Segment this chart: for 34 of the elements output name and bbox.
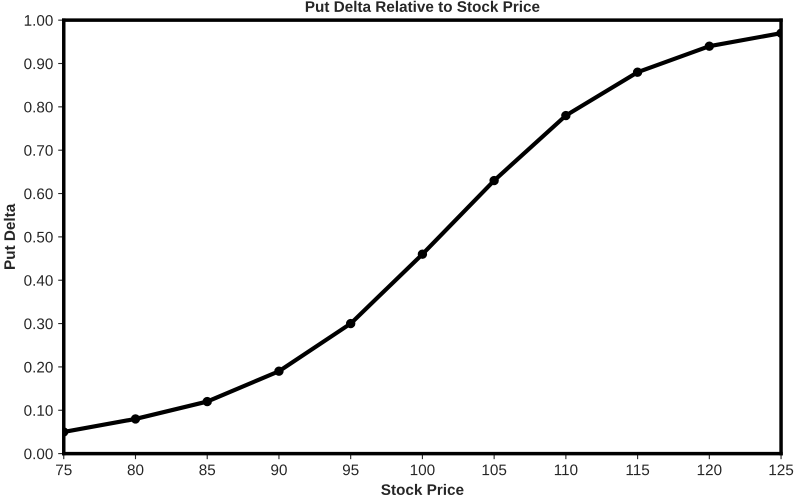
x-tick-label: 105 xyxy=(482,464,506,476)
x-tick-label: 85 xyxy=(199,464,216,476)
x-tick-label: 100 xyxy=(410,464,435,476)
y-tick-label: 0.60 xyxy=(24,188,53,200)
y-tick-label: 0.70 xyxy=(24,145,53,156)
x-tick-label: 75 xyxy=(56,464,72,476)
point xyxy=(489,176,499,186)
y-tick-label: 0.40 xyxy=(24,275,53,286)
y-tick-label: 0.30 xyxy=(24,318,53,330)
point xyxy=(202,396,212,406)
x-tick-label: 115 xyxy=(626,464,650,476)
point xyxy=(632,67,642,77)
x-tick-label: 95 xyxy=(342,464,359,476)
y-tick-label: 0.20 xyxy=(24,362,53,373)
x-axis-title: Stock Price xyxy=(381,484,464,496)
point xyxy=(130,414,140,424)
y-tick-label: 1.00 xyxy=(24,15,53,26)
y-axis-title: Put Delta xyxy=(4,204,16,269)
y-tick-label: 0.10 xyxy=(24,405,53,416)
point xyxy=(346,318,356,328)
x-tick-label: 120 xyxy=(698,464,722,476)
chart-title: Put Delta Relative to Stock Price xyxy=(306,0,540,12)
point xyxy=(561,110,571,120)
x-tick-label: 90 xyxy=(271,464,287,476)
x-tick-label: 80 xyxy=(128,464,144,476)
y-tick-label: 0.90 xyxy=(24,58,53,70)
x-tick-label: 110 xyxy=(554,464,578,476)
x-tick-label: 125 xyxy=(769,464,794,476)
point xyxy=(418,250,428,259)
point xyxy=(704,41,714,51)
point xyxy=(274,366,284,376)
y-tick-label: 0.80 xyxy=(24,102,53,113)
y-tick-label: 0.00 xyxy=(24,448,53,460)
y-tick-label: 0.50 xyxy=(24,232,53,243)
